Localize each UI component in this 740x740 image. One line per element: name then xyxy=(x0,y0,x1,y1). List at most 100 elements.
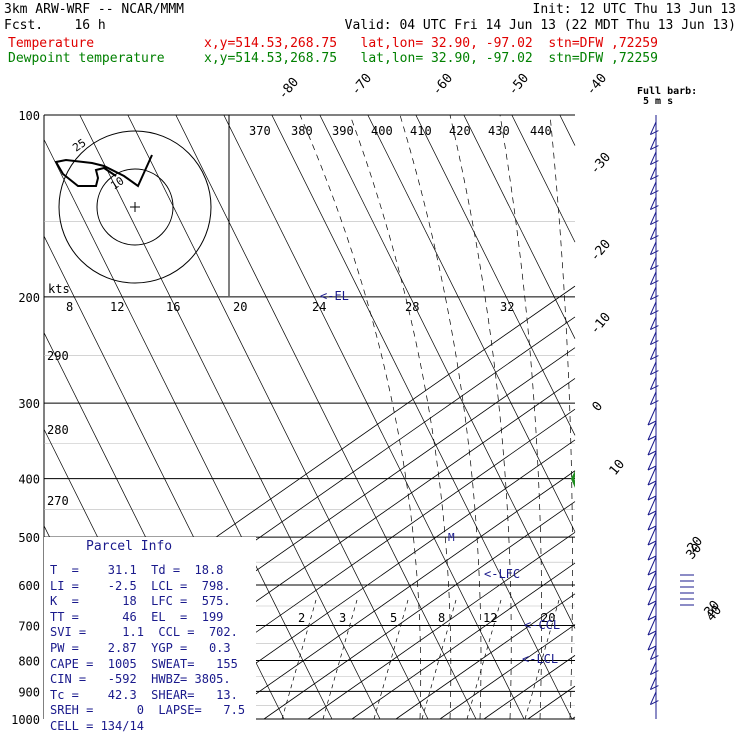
parcel-info-row: CAPE = 1005 SWEAT= 155 xyxy=(50,656,238,671)
full-barb-label: Full barb: xyxy=(637,86,697,97)
wind-barb xyxy=(649,316,657,330)
wind-barb xyxy=(649,241,657,255)
wind-barb-flag xyxy=(647,435,657,441)
parcel-info-row: SVI = 1.1 CCL = 702. xyxy=(50,625,238,640)
dry-adiabat-line xyxy=(43,139,333,720)
isotherm-line xyxy=(263,501,576,720)
dewpoint-profile-line xyxy=(571,470,575,488)
mixing-ratio-label: 12 xyxy=(483,611,497,625)
wind-barb-flag xyxy=(650,205,659,211)
wind-barb xyxy=(649,301,657,315)
mixing-ratio-label: 5 xyxy=(390,611,397,625)
dry-adiabat-line xyxy=(319,114,576,629)
theta-label: 390 xyxy=(332,124,354,138)
wind-barb-flag xyxy=(647,450,657,456)
theta-label: 410 xyxy=(410,124,432,138)
isotherm-label: -10 xyxy=(588,310,615,338)
wind-barb xyxy=(647,511,657,531)
wind-speed-label: 24 xyxy=(312,300,326,314)
wind-barb xyxy=(647,526,657,546)
wind-barb xyxy=(647,541,657,561)
valid-time: Valid: 04 UTC Fri 14 Jun 13 (22 MDT Thu … xyxy=(344,18,736,33)
wind-barb xyxy=(647,631,657,651)
wind-barb-flag xyxy=(650,370,659,376)
pressure-label: 1000 xyxy=(11,713,40,727)
theta-label: 270 xyxy=(47,494,69,508)
moist-adiabat-line xyxy=(449,115,512,719)
isotherm-line xyxy=(527,685,576,720)
parcel-info-row: TT = 46 EL = 199 xyxy=(50,609,224,624)
wind-barb-flag xyxy=(650,145,659,151)
theta-label: 370 xyxy=(249,124,271,138)
wind-barb-flag xyxy=(647,510,657,516)
moist-adiabat-line xyxy=(399,115,482,719)
pressure-label: 500 xyxy=(18,531,40,545)
wind-barb-flag xyxy=(647,525,657,531)
wind-barb xyxy=(649,166,657,180)
moist-adiabat-line xyxy=(299,115,422,719)
theta-label: 400 xyxy=(371,124,393,138)
wind-barb-flag xyxy=(650,280,659,286)
mixing-ratio-label: 2 xyxy=(298,611,305,625)
dry-adiabat-line xyxy=(511,114,576,243)
model-title: 3km ARW-WRF -- NCAR/MMM xyxy=(4,2,185,17)
temperature-legend-label: Temperature xyxy=(8,36,95,51)
wind-barb xyxy=(649,226,657,240)
parcel-info-row: T = 31.1 Td = 18.8 xyxy=(50,563,224,577)
wind-barb-flag xyxy=(650,310,659,316)
dry-adiabat-line xyxy=(463,114,576,339)
wind-barb xyxy=(649,286,657,300)
wind-barb xyxy=(649,376,657,390)
dry-adiabat-line xyxy=(127,114,429,720)
isotherm-line xyxy=(219,470,576,720)
isotherm-line xyxy=(571,716,576,720)
moist-adiabat-line xyxy=(499,115,543,719)
wind-speed-label: kts xyxy=(48,282,70,296)
parcel-info-title: Parcel Info xyxy=(86,539,173,554)
full-barb-value: 5 m s xyxy=(643,96,673,107)
wind-barb-flag xyxy=(647,420,657,426)
wind-barb-flag xyxy=(650,175,659,181)
wind-barb-flag xyxy=(650,340,659,346)
theta-label: 290 xyxy=(47,349,69,363)
pressure-label: 900 xyxy=(18,685,40,699)
temperature-legend-info: x,y=514.53,268.75 lat,lon= 32.90, -97.02… xyxy=(204,36,658,51)
ccl-annotation: <-CCL xyxy=(524,618,560,632)
wind-barb-flag xyxy=(647,630,657,636)
wind-barb xyxy=(649,181,657,195)
wind-barb-flag xyxy=(650,190,659,196)
isotherm-label: -50 xyxy=(506,71,533,99)
wind-barb xyxy=(647,481,657,501)
pressure-label: 400 xyxy=(18,473,40,487)
wind-barb-flag xyxy=(647,465,657,471)
wind-barb-flag xyxy=(647,570,657,576)
parcel-info-row: K = 18 LFC = 575. xyxy=(50,594,231,609)
wind-barb-flag xyxy=(650,385,659,391)
el-annotation: <-EL xyxy=(320,289,349,303)
wind-barb-flag xyxy=(647,480,657,486)
dry-adiabat-line xyxy=(175,114,477,720)
lcl-annotation: <-LCL xyxy=(522,652,558,666)
wind-barb xyxy=(647,601,657,621)
wind-barb-flag xyxy=(647,615,657,621)
wind-barb xyxy=(647,406,657,426)
wind-barb-flag xyxy=(647,495,657,501)
parcel-info-row: SREH = 0 LAPSE= 7.5 xyxy=(50,703,246,718)
wind-barb xyxy=(649,661,657,675)
parcel-info-row: CIN = -592 HWBZ= 3805. xyxy=(50,672,231,687)
parcel-info-background xyxy=(44,537,256,721)
dewpoint-legend-label: Dewpoint temperature xyxy=(8,51,165,66)
moist-adiabat-line xyxy=(600,115,605,719)
dry-adiabat-line xyxy=(415,114,576,436)
wind-speed-label: 20 xyxy=(233,300,247,314)
lfc-annotation: <-LFC xyxy=(484,567,520,581)
wind-speed-label: 12 xyxy=(110,300,124,314)
theta-label: 430 xyxy=(488,124,510,138)
wind-barb xyxy=(647,466,657,486)
wind-barb xyxy=(649,151,657,165)
pressure-label: 100 xyxy=(18,109,40,123)
isotherm-line xyxy=(439,624,576,720)
wind-barb xyxy=(649,256,657,270)
isotherm-label: -40 xyxy=(584,71,611,99)
wind-barb-flag xyxy=(650,670,659,676)
